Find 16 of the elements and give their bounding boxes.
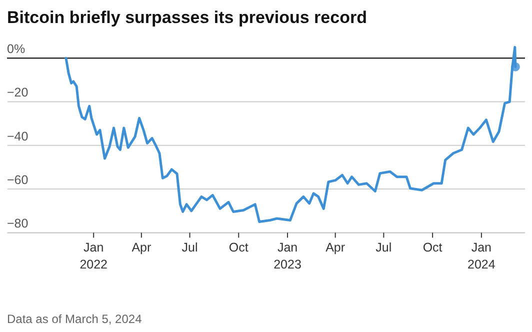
x-tick-label: Oct <box>228 240 249 255</box>
y-tick-label: −20 <box>7 86 28 100</box>
y-tick-label: −80 <box>7 216 28 231</box>
chart-title: Bitcoin briefly surpasses its previous record <box>7 8 367 27</box>
x-tick-label: Jan 2024 <box>468 240 496 272</box>
x-tick-label: Apr <box>132 240 152 255</box>
x-tick-label: Oct <box>422 240 443 255</box>
y-tick-label: 0% <box>7 42 26 56</box>
text: Data as of March 5, 2024 <box>7 312 142 326</box>
x-tick-label: Jan 2022 <box>80 240 108 272</box>
x-tick-label: Apr <box>326 240 346 255</box>
y-tick-label: −60 <box>7 173 28 188</box>
x-tick-label: Jul <box>182 240 198 255</box>
x-tick-label: Jul <box>376 240 392 255</box>
x-tick-label: Jan 2023 <box>274 240 302 272</box>
y-tick-label: −40 <box>7 129 28 144</box>
